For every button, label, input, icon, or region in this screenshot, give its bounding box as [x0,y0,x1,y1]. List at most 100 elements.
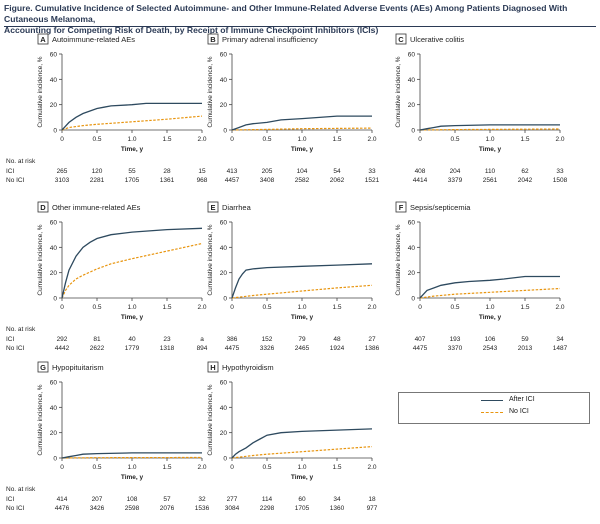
risk-value-noici: 2013 [518,345,533,352]
panel-letter: B [210,35,216,44]
risk-value-noici: 2582 [295,177,310,184]
y-tick-label: 40 [220,245,228,252]
risk-value-noici: 1705 [125,177,140,184]
x-axis-label: Time, y [479,146,502,153]
legend-item-after-ici: After ICI [481,396,535,406]
x-tick-label: 1.0 [127,464,136,471]
risk-value-ici: 413 [227,168,238,175]
risk-value-noici: 2281 [90,177,105,184]
y-axis-label: Cumulative incidence, % [37,224,44,295]
risk-value-noici: 1508 [553,177,568,184]
risk-value-noici: 4457 [225,177,240,184]
risk-value-ici: 15 [198,168,206,175]
series-line-after-ici [419,124,560,131]
panel-title: Sepsis/septicemia [410,203,471,212]
risk-value-ici: 32 [198,496,206,503]
risk-value-noici: 1536 [195,505,210,512]
x-tick-label: 0.5 [92,136,101,143]
risk-value-noici: 3326 [260,345,275,352]
y-tick-label: 60 [220,380,228,387]
risk-value-ici: 40 [128,336,136,343]
risk-value-ici: 34 [333,496,341,503]
x-tick-label: 2.0 [555,136,564,143]
x-tick-label: 2.0 [367,304,376,311]
risk-value-noici: 3084 [225,505,240,512]
x-tick-label: 0.5 [450,136,459,143]
risk-value-ici: 152 [262,336,273,343]
risk-value-noici: 2062 [330,177,345,184]
risk-value-ici: 204 [450,168,461,175]
x-tick-label: 0.5 [262,136,271,143]
risk-title: No. at risk [6,158,36,165]
y-axis-label: Cumulative incidence, % [395,224,402,295]
panel-letter: D [40,203,46,212]
panel-letter: A [40,35,46,44]
x-tick-label: 1.0 [485,136,494,143]
risk-value-noici: 4442 [55,345,70,352]
y-axis-label: Cumulative incidence, % [207,384,214,455]
x-tick-label: 0 [418,304,422,311]
risk-value-ici: 205 [262,168,273,175]
panel-letter-box [37,361,49,373]
y-tick-label: 20 [220,102,228,109]
risk-value-ici: 104 [297,168,308,175]
y-tick-label: 0 [223,456,227,463]
figure-title-line1: Figure. Cumulative Incidence of Selected… [4,3,568,24]
risk-row-label-noici: No ICI [6,505,25,512]
risk-value-ici: 60 [298,496,306,503]
series-line-no-ici [61,115,203,131]
risk-value-noici: 1705 [295,505,310,512]
x-tick-label: 0.5 [450,304,459,311]
x-tick-label: 1.0 [297,136,306,143]
risk-value-noici: 2543 [483,345,498,352]
y-tick-label: 40 [408,77,416,84]
panel-title: Hypothyroidism [222,363,274,372]
y-tick-label: 0 [223,296,227,303]
y-tick-label: 0 [223,128,227,135]
panel-letter-box [37,33,49,45]
risk-value-ici: 277 [227,496,238,503]
risk-value-ici: 414 [57,496,68,503]
x-tick-label: 1.5 [520,136,529,143]
series-line-no-ici [231,284,373,299]
panel-title: Autoimmune-related AEs [52,35,135,44]
risk-value-noici: 2561 [483,177,498,184]
series-line-after-ici [61,452,202,459]
series-line-no-ici [231,446,373,459]
risk-value-ici: 292 [57,336,68,343]
panel-a: A Autoimmune-related AEs 0 20 40 60 Cumulative… [6,33,208,184]
risk-value-ici: 57 [163,496,171,503]
risk-title: No. at risk [6,326,36,333]
x-tick-label: 1.5 [162,464,171,471]
x-tick-label: 0.5 [262,304,271,311]
y-tick-label: 40 [50,77,58,84]
series-line-no-ici [61,456,203,459]
x-tick-label: 0 [418,136,422,143]
risk-value-ici: 33 [368,168,376,175]
risk-value-noici: 3103 [55,177,70,184]
legend-swatch-after-ici [481,400,503,401]
panel-b: B Primary adrenal insufficiency 0 20 40 60 Cum… [207,33,380,184]
y-tick-label: 40 [408,245,416,252]
y-tick-label: 60 [408,52,416,59]
y-tick-label: 20 [408,270,416,277]
y-tick-label: 20 [220,430,228,437]
x-tick-label: 1.5 [332,464,341,471]
x-tick-label: 1.5 [162,304,171,311]
x-axis-label: Time, y [121,146,144,153]
panel-letter: C [398,35,404,44]
risk-value-ici: 48 [333,336,341,343]
risk-value-ici: 120 [92,168,103,175]
panel-e: E Diarrhea 0 20 40 60 Cumulative incidence, % 0… [207,201,380,352]
risk-value-noici: 2042 [518,177,533,184]
risk-value-ici: 110 [485,168,496,175]
panel-letter-box [395,33,407,45]
panel-letter-box [207,201,219,213]
x-tick-label: 1.5 [332,136,341,143]
risk-row-label-noici: No ICI [6,345,25,352]
y-tick-label: 60 [50,380,58,387]
risk-value-noici: 2465 [295,345,310,352]
x-tick-label: 1.0 [297,304,306,311]
panel-letter: G [40,363,46,372]
